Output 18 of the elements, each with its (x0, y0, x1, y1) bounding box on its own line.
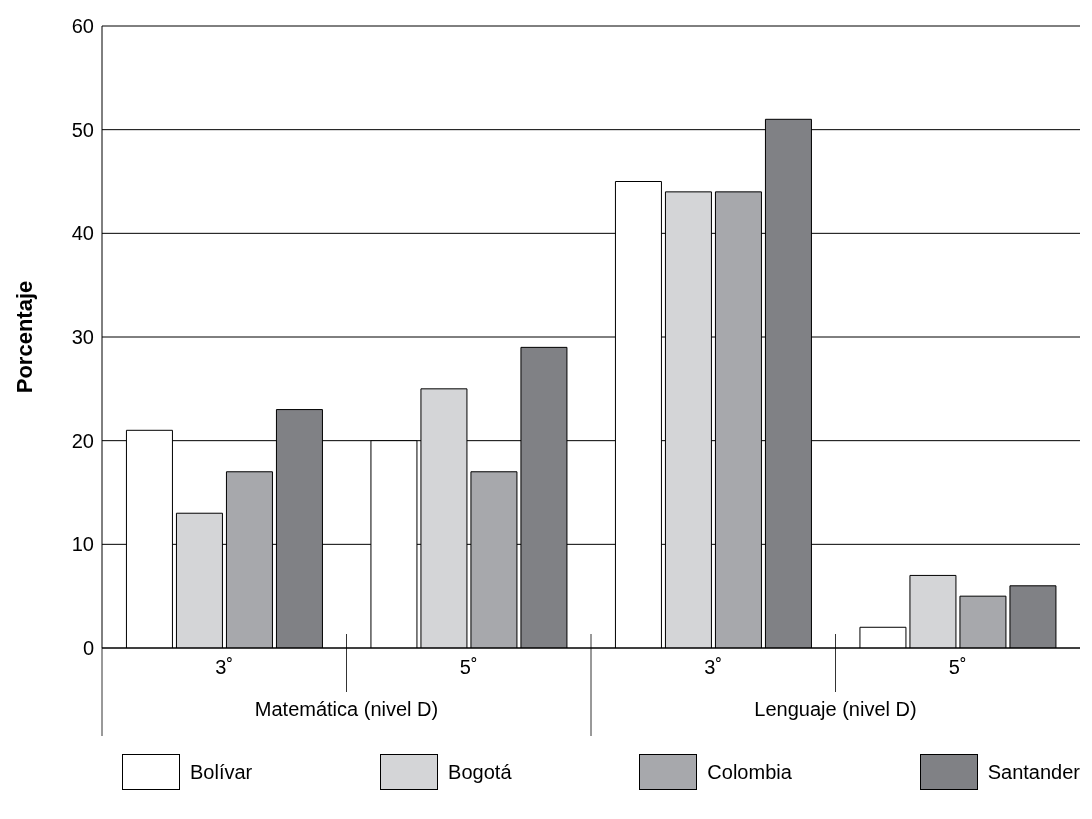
x-tick-label: 3˚ (704, 656, 723, 678)
y-tick-label: 30 (71, 326, 94, 349)
text: Matemática (nivel D) (254, 698, 439, 720)
legend-label: Bogotá (448, 760, 512, 784)
y-tick-label: 20 (71, 429, 94, 452)
y-tick-label: 40 (71, 222, 94, 245)
x-tick-label: 5˚ (459, 656, 478, 678)
y-tick-label: 60 (71, 15, 94, 38)
x-tick-label: 3˚ (215, 656, 234, 678)
legend-label: Colombia (707, 760, 792, 784)
y-axis-title: Porcentaje (11, 280, 37, 394)
text: Lenguaje (nivel D) (754, 698, 917, 720)
y-tick-label: 10 (71, 533, 94, 556)
y-tick-label: 50 (71, 118, 94, 141)
x-tick-label: 5˚ (948, 656, 967, 678)
legend-label: Santander (987, 760, 1080, 784)
y-tick-label: 0 (82, 637, 94, 660)
legend-label: Bolívar (190, 760, 253, 784)
